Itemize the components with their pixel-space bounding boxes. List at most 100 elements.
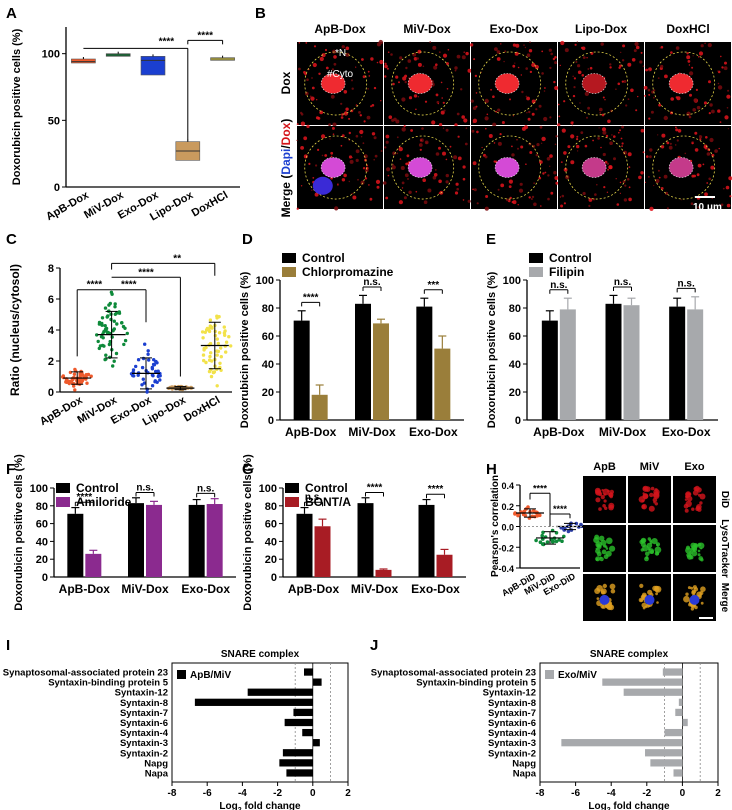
speckle <box>407 178 409 180</box>
speckle <box>572 94 576 98</box>
speckle <box>343 111 349 116</box>
plot-frame <box>539 662 719 783</box>
speckle <box>519 182 523 186</box>
speckle <box>435 152 440 156</box>
speckle <box>549 165 551 167</box>
speckle <box>628 186 631 189</box>
data-point <box>219 355 223 359</box>
data-point <box>121 324 126 329</box>
speckle <box>341 178 346 182</box>
speckle <box>438 179 442 184</box>
speckle <box>305 91 309 96</box>
speckle <box>329 138 331 140</box>
data-point <box>105 331 110 335</box>
data-point <box>215 337 219 341</box>
bar <box>673 769 683 777</box>
data-point <box>140 383 144 387</box>
speckle <box>331 68 335 71</box>
cell-signal <box>606 537 613 545</box>
speckle <box>615 88 617 90</box>
cell-signal <box>602 488 610 496</box>
cell-outline <box>652 51 716 116</box>
speckle <box>460 88 463 91</box>
speckle <box>312 62 317 68</box>
cell-signal <box>686 495 693 502</box>
speckle <box>693 98 698 103</box>
speckle <box>531 62 536 68</box>
speckle <box>700 44 704 48</box>
speckle <box>396 152 399 155</box>
cell-signal <box>655 542 661 547</box>
speckle <box>351 87 354 90</box>
cell-outline <box>391 51 455 116</box>
bar <box>645 749 683 757</box>
speckle <box>384 146 387 149</box>
speckle <box>453 155 458 160</box>
data-point <box>526 505 530 509</box>
speckle <box>417 96 419 98</box>
speckle <box>618 131 620 134</box>
y-axis-label: Doxorubicin positive cells (%) <box>13 454 25 611</box>
speckle <box>714 149 718 153</box>
speckle <box>418 143 423 147</box>
bar-bonta <box>375 569 392 577</box>
x-tick-label: ApB-Dox <box>288 582 340 596</box>
data-point <box>219 368 223 372</box>
speckle <box>554 143 557 146</box>
data-point <box>84 373 89 377</box>
speckle <box>619 64 622 68</box>
speckle <box>340 144 343 147</box>
data-point <box>223 329 227 333</box>
speckle <box>651 90 655 94</box>
data-point <box>513 511 517 515</box>
panel-letter-b: B <box>255 5 266 22</box>
speckle <box>497 188 500 191</box>
speckle <box>511 200 514 204</box>
x-tick-label: -6 <box>571 788 580 799</box>
speckle <box>441 97 444 99</box>
bar <box>194 698 313 706</box>
speckle <box>405 66 408 70</box>
speckle <box>675 126 677 129</box>
data-point <box>107 303 111 307</box>
legend-label: Control <box>76 481 119 495</box>
y-tick-label: 0 <box>42 572 48 584</box>
category-label: Syntaxin-4 <box>120 728 169 739</box>
cell-signal <box>649 492 654 498</box>
speckle <box>623 198 628 202</box>
speckle <box>615 178 617 180</box>
speckle <box>596 183 598 186</box>
data-point <box>103 357 107 362</box>
speckle <box>648 117 651 120</box>
speckle <box>315 164 318 167</box>
speckle <box>649 206 654 211</box>
speckle <box>472 188 474 191</box>
speckle <box>438 51 441 54</box>
speckle <box>572 75 574 78</box>
cell-outline <box>304 135 368 200</box>
data-point <box>131 368 136 372</box>
y-tick-label: 80 <box>36 501 48 513</box>
speckle <box>420 139 422 141</box>
cell-signal <box>608 492 614 498</box>
speckle <box>380 150 383 152</box>
speckle <box>417 49 422 54</box>
data-point <box>207 358 212 362</box>
speckle <box>367 88 369 90</box>
speckle <box>623 80 627 83</box>
speckle <box>360 136 363 138</box>
cell-signal <box>600 539 607 546</box>
speckle <box>512 64 516 68</box>
speckle <box>616 203 620 206</box>
data-point <box>540 542 545 546</box>
speckle <box>401 127 406 132</box>
bar-bonta <box>436 554 453 577</box>
significance-label: n.s. <box>550 280 567 291</box>
speckle <box>706 182 709 184</box>
cell-signal <box>641 503 647 510</box>
speckle <box>404 173 409 178</box>
speckle <box>404 74 408 78</box>
speckle <box>658 103 662 107</box>
speckle <box>351 193 353 195</box>
data-point <box>545 540 550 544</box>
